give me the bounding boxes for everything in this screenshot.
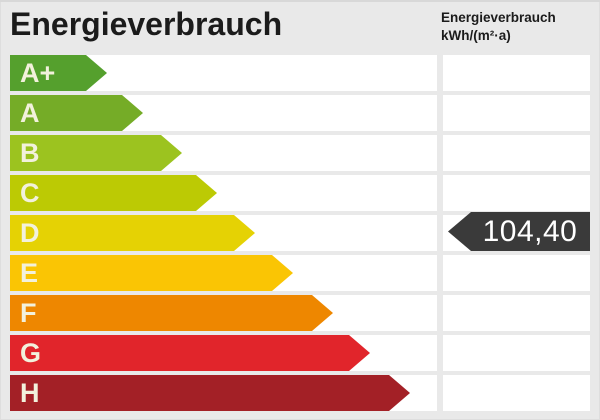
rating-scale: A+ A B C	[10, 55, 590, 411]
rating-letter: G	[20, 338, 42, 368]
rating-letter: B	[20, 138, 40, 168]
rating-arrow: C	[10, 175, 217, 211]
rating-letter: F	[20, 298, 37, 328]
scale-row: H	[10, 375, 590, 411]
rating-letter: D	[20, 218, 40, 248]
rating-letter: C	[20, 178, 40, 208]
value-cell	[443, 55, 590, 91]
scale-row: G	[10, 335, 590, 371]
rating-arrow: D	[10, 215, 255, 251]
scale-row: E	[10, 255, 590, 291]
rating-arrow: E	[10, 255, 293, 291]
value-marker: 104,40	[448, 212, 590, 251]
scale-cell: H	[10, 375, 437, 411]
value-cell	[443, 295, 590, 331]
scale-cell: C	[10, 175, 437, 211]
unit-header: Energieverbrauch kWh/(m²·a)	[441, 9, 556, 45]
scale-row: B	[10, 135, 590, 171]
rating-arrow: F	[10, 295, 333, 331]
scale-cell: G	[10, 335, 437, 371]
rating-arrow: B	[10, 135, 182, 171]
rating-arrow: A	[10, 95, 143, 131]
scale-cell: D	[10, 215, 437, 251]
scale-cell: F	[10, 295, 437, 331]
scale-cell: B	[10, 135, 437, 171]
rating-arrow: A+	[10, 55, 107, 91]
value-cell	[443, 175, 590, 211]
scale-cell: E	[10, 255, 437, 291]
value-cell	[443, 335, 590, 371]
scale-row: D	[10, 215, 590, 251]
value-cell	[443, 135, 590, 171]
value-marker-text: 104,40	[482, 214, 578, 248]
rating-arrow: G	[10, 335, 370, 371]
scale-row: A	[10, 95, 590, 131]
rating-letter: E	[20, 258, 39, 288]
rating-letter: A	[20, 98, 40, 128]
scale-row: A+	[10, 55, 590, 91]
value-cell	[443, 255, 590, 291]
value-cell	[443, 375, 590, 411]
rating-letter: A+	[20, 58, 56, 88]
scale-row: C	[10, 175, 590, 211]
rating-arrow: H	[10, 375, 410, 411]
scale-cell: A+	[10, 55, 437, 91]
unit-header-name: Energieverbrauch	[441, 10, 556, 25]
value-cell	[443, 95, 590, 131]
scale-row: F	[10, 295, 590, 331]
rating-letter: H	[20, 378, 40, 408]
scale-cell: A	[10, 95, 437, 131]
unit-header-unit: kWh/(m²·a)	[441, 28, 511, 43]
page-title: Energieverbrauch	[10, 6, 283, 42]
